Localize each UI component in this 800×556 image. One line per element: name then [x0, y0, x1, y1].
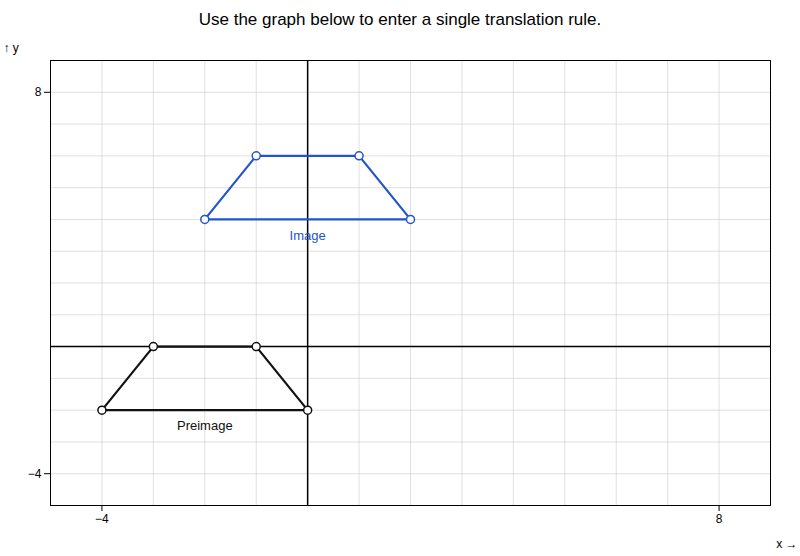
- svg-text:↑ y: ↑ y: [4, 41, 19, 55]
- svg-text:Preimage: Preimage: [177, 418, 233, 433]
- svg-text:8: 8: [716, 512, 723, 526]
- svg-text:−4: −4: [28, 467, 42, 481]
- html-text:Use the graph below to enter a: Use the graph below to enter a single tr…: [198, 10, 602, 29]
- svg-text:x →: x →: [776, 537, 797, 551]
- svg-text:−4: −4: [95, 512, 109, 526]
- svg-text:Image: Image: [290, 228, 326, 243]
- svg-text:8: 8: [35, 85, 42, 99]
